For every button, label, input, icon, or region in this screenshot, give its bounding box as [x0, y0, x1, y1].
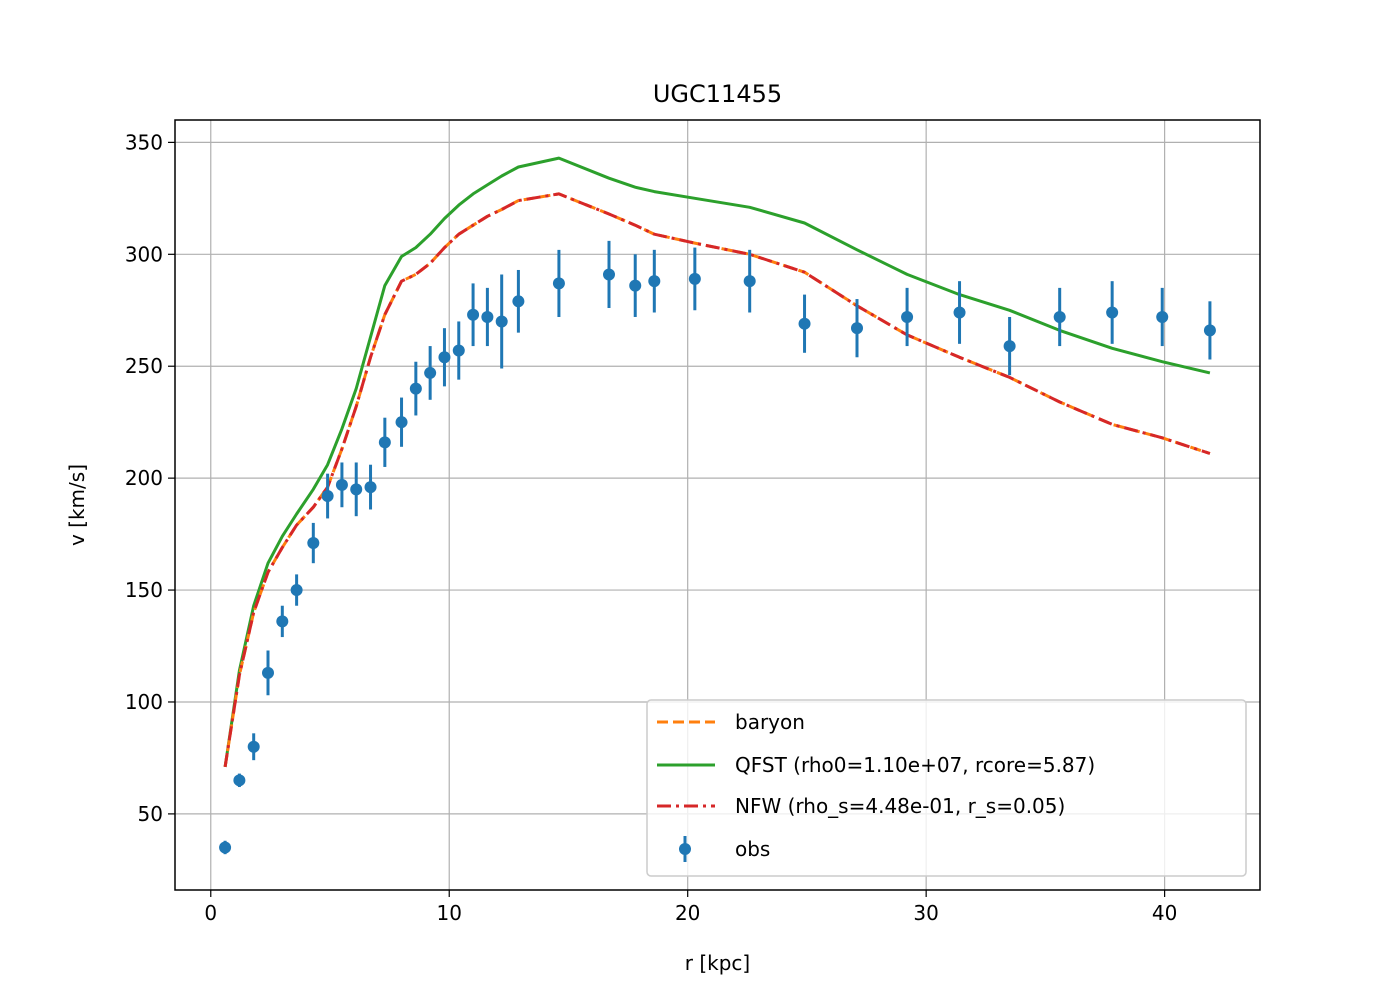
obs-point [901, 310, 914, 323]
obs-point [1003, 340, 1016, 353]
legend: baryon QFST (rho0=1.10e+07, rcore=5.87) … [646, 699, 1247, 877]
obs-point [233, 774, 246, 787]
obs-point [495, 315, 508, 328]
obs-point [1053, 310, 1066, 323]
obs-point [743, 275, 756, 288]
obs-point [219, 841, 232, 854]
legend-box [646, 699, 1247, 877]
x-tick-label: 0 [204, 901, 217, 925]
y-tick-label: 250 [125, 354, 163, 378]
obs-point [452, 344, 465, 357]
x-tick-label: 20 [675, 901, 700, 925]
obs-point [512, 295, 525, 308]
obs-point [603, 268, 615, 281]
series-lines [223, 156, 1211, 768]
obs-point [321, 490, 334, 503]
nfw-line [223, 192, 1211, 768]
obs-point [276, 615, 289, 628]
obs-point [409, 382, 422, 395]
obs-point [1156, 310, 1169, 323]
y-tick-label: 150 [125, 578, 163, 602]
x-axis-label: r [kpc] [685, 951, 750, 975]
obs-point [1106, 306, 1119, 319]
legend-label-baryon: baryon [735, 710, 805, 734]
y-axis-label: v [km/s] [65, 464, 89, 546]
obs-point [378, 436, 391, 449]
obs-point [648, 275, 661, 288]
y-tick-label: 200 [125, 466, 163, 490]
obs-point [350, 483, 363, 496]
obs-point [481, 310, 494, 323]
y-tick-label: 300 [125, 242, 163, 266]
x-tick-label: 40 [1152, 901, 1177, 925]
obs-point [262, 666, 274, 679]
obs-point [247, 740, 260, 753]
legend-label-obs: obs [735, 837, 770, 861]
obs-point [364, 481, 377, 494]
x-tick-label: 10 [437, 901, 462, 925]
axis-ticks: 0 10 20 30 40 50 100 150 200 250 300 350 [125, 130, 1178, 925]
obs-point [851, 322, 863, 335]
obs-point [290, 584, 303, 597]
obs-point [467, 308, 480, 321]
obs-points [219, 240, 1216, 855]
obs-point [438, 351, 451, 364]
obs-point [335, 478, 348, 491]
legend-swatch-obs-marker [679, 843, 691, 855]
legend-label-nfw: NFW (rho_s=4.48e-01, r_s=0.05) [735, 794, 1065, 818]
obs-point [395, 416, 408, 429]
obs-point [424, 366, 437, 379]
obs-point [1203, 324, 1216, 337]
y-tick-label: 100 [125, 690, 163, 714]
y-tick-label: 50 [138, 802, 163, 826]
qfst-line [223, 156, 1211, 768]
obs-point [798, 317, 811, 330]
x-tick-label: 30 [913, 901, 938, 925]
obs-point [307, 537, 320, 550]
y-tick-label: 350 [125, 130, 163, 154]
plot-frame [174, 119, 1261, 891]
obs-point [688, 272, 701, 285]
obs-point [953, 306, 966, 319]
obs-point [629, 279, 642, 292]
chart-title: UGC11455 [653, 80, 782, 108]
legend-label-qfst: QFST (rho0=1.10e+07, rcore=5.87) [735, 753, 1095, 777]
obs-point [552, 277, 565, 290]
